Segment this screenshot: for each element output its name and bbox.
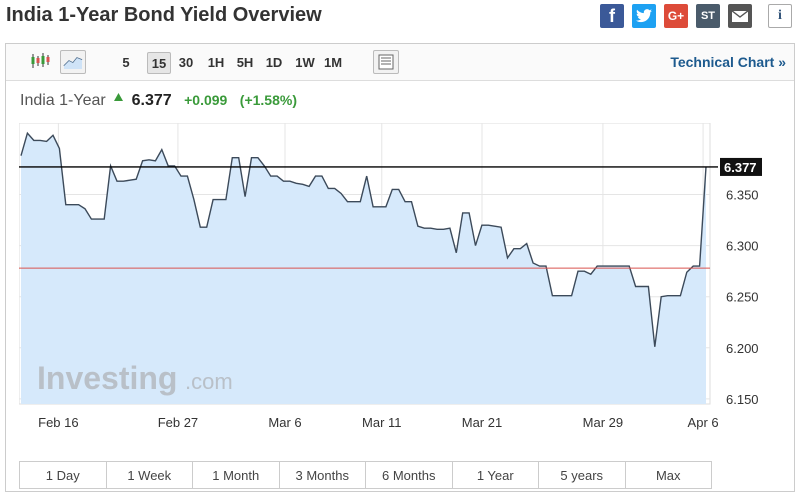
interval-button-1m[interactable]: 1M [323, 54, 343, 70]
x-tick-label: Mar 29 [583, 415, 623, 430]
x-tick-label: Apr 6 [688, 415, 719, 430]
x-tick-label: Mar 11 [362, 415, 402, 430]
interval-button-5[interactable]: 5 [122, 54, 130, 70]
facebook-icon[interactable]: f [600, 4, 624, 28]
x-tick-label: Feb 16 [38, 415, 78, 430]
page-title: India 1-Year Bond Yield Overview [6, 4, 322, 26]
range-tab-3-months[interactable]: 3 Months [280, 462, 366, 488]
technical-chart-link[interactable]: Technical Chart » [670, 54, 786, 70]
range-tab-1-week[interactable]: 1 Week [107, 462, 193, 488]
percent-change: (+1.58%) [239, 92, 297, 108]
interval-button-5h[interactable]: 5H [236, 54, 254, 70]
x-tick-label: Feb 27 [158, 415, 198, 430]
range-tab-1-month[interactable]: 1 Month [193, 462, 280, 488]
y-tick-label: 6.200 [726, 341, 759, 356]
interval-button-15[interactable]: 15 [147, 52, 171, 74]
range-tab-max[interactable]: Max [655, 467, 681, 483]
last-price-tag [720, 157, 762, 176]
google-plus-icon[interactable]: G+ [664, 4, 688, 28]
info-icon[interactable]: i [768, 4, 792, 28]
x-tick-label: Mar 6 [268, 415, 301, 430]
x-tick-label: Mar 21 [462, 415, 502, 430]
y-tick-label: 6.300 [726, 239, 759, 254]
interval-button-1w[interactable]: 1W [295, 54, 315, 70]
last-price-tag-label: 6.377 [724, 160, 757, 175]
interval-button-1h[interactable]: 1H [207, 54, 225, 70]
arrow-up-icon [114, 93, 124, 101]
indicators-icon[interactable] [373, 50, 399, 74]
range-tab-1-day[interactable]: 1 Day [20, 462, 107, 488]
stocktwits-icon[interactable]: ST [696, 4, 720, 28]
quote-summary: India 1-Year 6.377 +0.099 (+1.58%) [20, 92, 297, 110]
y-tick-label: 6.150 [726, 392, 759, 407]
interval-button-1d[interactable]: 1D [265, 54, 283, 70]
last-price: 6.377 [131, 92, 172, 109]
range-tab-5-years[interactable]: 5 years [539, 462, 626, 488]
instrument-name: India 1-Year [20, 92, 106, 109]
email-icon[interactable] [728, 4, 752, 28]
chart-panel: Technical Chart » 5 15 30 1H 5H 1D 1W 1M India … [5, 43, 795, 492]
range-tabs: 1 Day 1 Week 1 Month 3 Months 6 Months 1 Year… [19, 461, 712, 489]
price-change: +0.099 [184, 92, 228, 108]
range-tab-1-year[interactable]: 1 Year [453, 462, 539, 488]
candlestick-icon[interactable] [28, 50, 52, 72]
interval-button-30[interactable]: 30 [178, 54, 194, 70]
range-tab-6-months[interactable]: 6 Months [366, 462, 453, 488]
price-chart[interactable]: Investing .com 6.150 6.200 6.250 6.300 6.350 6.… [19, 123, 779, 458]
watermark-brand: Investing [37, 360, 177, 396]
twitter-icon[interactable] [632, 4, 656, 28]
chart-toolbar: Technical Chart » 5 15 30 1H 5H 1D 1W 1M [6, 44, 794, 81]
area-fill [21, 133, 706, 404]
area-chart-icon[interactable] [60, 50, 86, 74]
y-tick-label: 6.350 [726, 188, 759, 203]
watermark-suffix: .com [185, 369, 233, 394]
price-line [20, 131, 707, 347]
y-tick-label: 6.250 [726, 290, 759, 305]
